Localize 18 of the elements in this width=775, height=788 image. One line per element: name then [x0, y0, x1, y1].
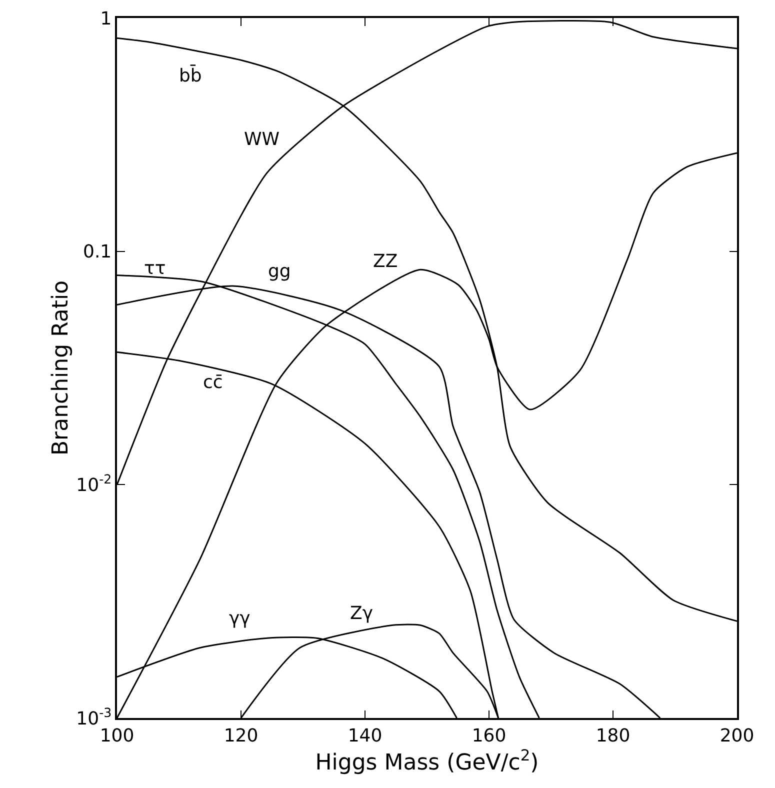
series-label: ττ — [144, 258, 166, 279]
y-tick-label: 1 — [100, 8, 112, 30]
series-label: bb̄ — [179, 64, 202, 86]
x-tick-label: 200 — [720, 725, 754, 746]
x-axis-title: Higgs Mass (GeV/c$^{2}$) — [315, 746, 539, 776]
series-label: WW — [244, 129, 280, 150]
x-tick-label: 120 — [224, 725, 258, 746]
y-axis-title: Branching Ratio — [48, 280, 74, 456]
series-label: ZZ — [373, 251, 398, 272]
x-tick-label: 140 — [348, 725, 382, 746]
y-tick-label: 0.1 — [83, 242, 112, 263]
series-label: Zγ — [350, 603, 374, 624]
x-tick-label: 160 — [472, 725, 506, 746]
series-label: cc̄ — [203, 372, 223, 393]
x-tick-label: 180 — [596, 725, 630, 746]
series-label: gg — [268, 261, 291, 282]
series-label: γγ — [229, 608, 251, 629]
y-tick-label: 10$^{-2}$ — [76, 471, 112, 496]
